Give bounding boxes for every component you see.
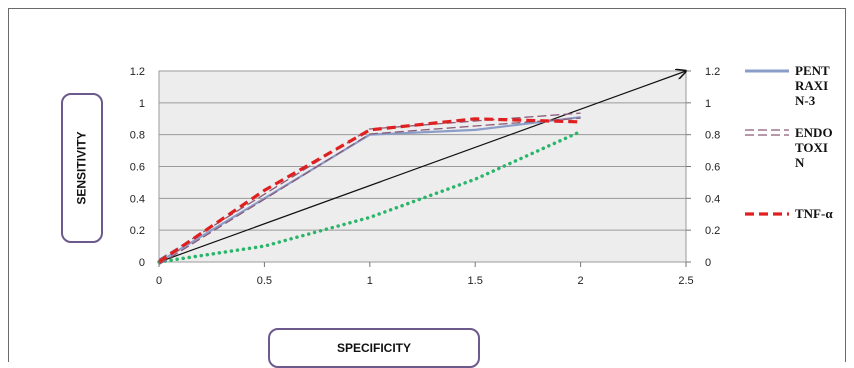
series-line-0 bbox=[158, 116, 581, 263]
legend-label-0-1: RAXI bbox=[795, 78, 828, 93]
y2-tick-label-2: 0.4 bbox=[705, 193, 720, 205]
y-axis-ticks: 0 0.2 0.4 0.6 0.8 1 1.2 bbox=[130, 66, 145, 269]
y-tick-label-0: 0 bbox=[139, 257, 145, 269]
roc-chart: 0 0.2 0.4 0.6 0.8 1 1.2 0 0.2 0.4 0.6 0.8 1 1.2 0 0.5… bbox=[130, 63, 834, 287]
legend-label-1-2: N bbox=[795, 155, 805, 170]
y-tick-label-5: 1 bbox=[139, 98, 145, 110]
y2-axis-ticks: 0 0.2 0.4 0.6 0.8 1 1.2 bbox=[686, 66, 720, 269]
legend-label-0-0: PENT bbox=[795, 63, 830, 78]
y-tick-label-1: 0.2 bbox=[130, 225, 145, 237]
x-tick-label-0: 0 bbox=[156, 275, 162, 287]
y2-tick-label-0: 0 bbox=[705, 257, 711, 269]
x-axis-label: SPECIFICITY bbox=[336, 341, 411, 355]
legend-label-1-1: TOXI bbox=[795, 140, 828, 155]
chart-frame: 0 0.2 0.4 0.6 0.8 1 1.2 0 0.2 0.4 0.6 0.8 1 1.2 0 0.5… bbox=[8, 8, 846, 368]
x-tick-label-5: 2.5 bbox=[678, 275, 693, 287]
y2-tick-label-6: 1.2 bbox=[705, 66, 720, 78]
y-tick-label-2: 0.4 bbox=[130, 193, 145, 205]
legend-label-0-2: N-3 bbox=[795, 93, 816, 108]
x-tick-label-3: 1.5 bbox=[468, 275, 483, 287]
series-line-1-stroke-1 bbox=[158, 117, 581, 266]
y2-tick-label-1: 0.2 bbox=[705, 225, 720, 237]
legend-label-1-0: ENDO bbox=[795, 125, 833, 140]
y-axis-label-box: SENSITIVITY bbox=[61, 93, 103, 243]
series-layer bbox=[157, 71, 686, 266]
x-tick-label-4: 2 bbox=[578, 275, 584, 287]
legend-label-2-0: TNF-α bbox=[795, 206, 833, 221]
legend-swatch-1 bbox=[745, 129, 789, 136]
x-tick-label-2: 1 bbox=[367, 275, 373, 287]
series-line-3 bbox=[157, 129, 583, 264]
y2-tick-label-4: 0.8 bbox=[705, 130, 720, 142]
y2-tick-label-5: 1 bbox=[705, 98, 711, 110]
y2-tick-label-3: 0.6 bbox=[705, 162, 720, 174]
y-tick-label-6: 1.2 bbox=[130, 66, 145, 78]
x-tick-label-1: 0.5 bbox=[257, 275, 272, 287]
y-tick-label-3: 0.6 bbox=[130, 162, 145, 174]
x-axis-label-box: SPECIFICITY bbox=[268, 328, 480, 368]
y-axis-label: SENSITIVITY bbox=[75, 131, 90, 205]
series-line-2 bbox=[158, 117, 581, 264]
series-line-4 bbox=[158, 71, 686, 263]
y-tick-label-4: 0.8 bbox=[130, 130, 145, 142]
x-axis-ticks: 0 0.5 1 1.5 2 2.5 bbox=[156, 262, 694, 287]
